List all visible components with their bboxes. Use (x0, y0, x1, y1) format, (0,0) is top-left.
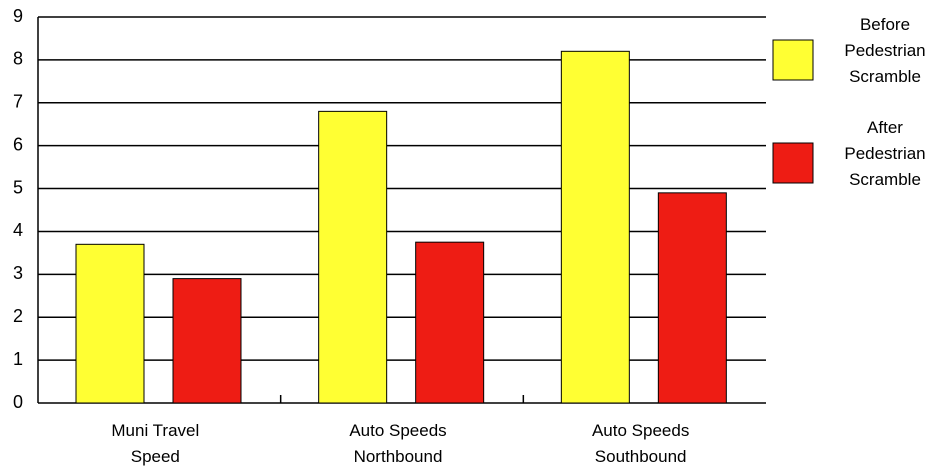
x-tick-label: Auto Speeds Southbound (591, 421, 690, 466)
y-tick-label: 0 (13, 392, 23, 412)
bar (172, 278, 242, 404)
bar (657, 192, 727, 404)
legend-swatch (772, 39, 814, 81)
y-tick-label: 3 (13, 263, 23, 283)
legend-label: After Pedestrian Scramble (844, 118, 926, 189)
y-tick-label: 5 (13, 177, 23, 197)
y-tick-label: 4 (13, 220, 23, 240)
y-tick-label: 1 (13, 349, 23, 369)
bar (318, 110, 388, 404)
y-tick-label: 2 (13, 306, 23, 326)
bar (75, 243, 145, 404)
legend-swatch (772, 142, 814, 184)
x-tick-label: Muni Travel Speed (111, 421, 200, 466)
y-tick-label: 6 (13, 134, 23, 154)
bar (560, 50, 630, 404)
x-tick-label: Auto Speeds Northbound (349, 421, 447, 466)
y-tick-label: 7 (13, 92, 23, 112)
legend-label: Before Pedestrian Scramble (844, 15, 926, 86)
y-tick-label: 9 (13, 6, 23, 26)
y-tick-label: 8 (13, 49, 23, 69)
bar (415, 241, 485, 404)
